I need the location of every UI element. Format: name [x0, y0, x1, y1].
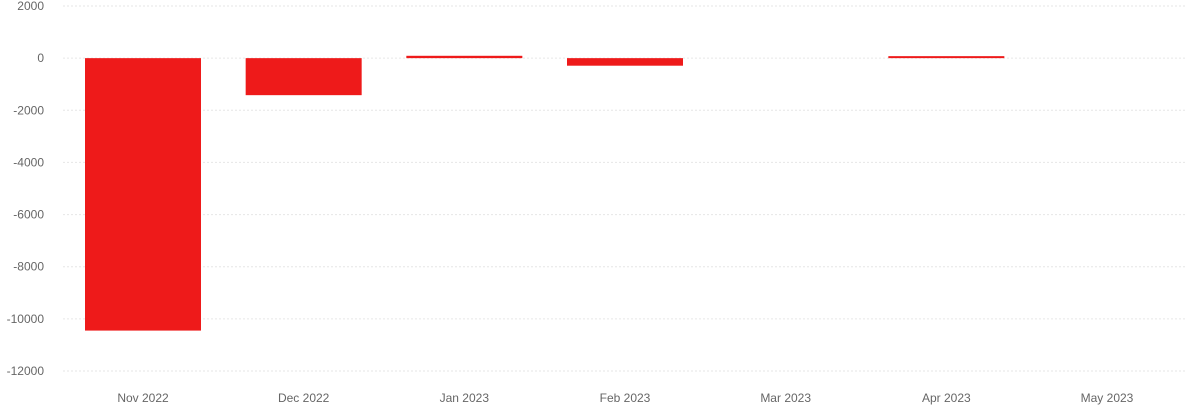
x-tick-label: Mar 2023 [760, 391, 811, 405]
y-axis-ticks: 2000 0 -2000 -4000 -6000 -8000 -10000 -12000 [7, 0, 45, 378]
x-tick-label: Apr 2023 [922, 391, 971, 405]
bar-feb-2023[interactable] [567, 58, 683, 66]
y-tick-label: -10000 [7, 312, 45, 326]
y-tick-label: 2000 [17, 0, 44, 13]
y-tick-label: -12000 [7, 364, 45, 378]
y-tick-label: 0 [37, 51, 44, 65]
y-tick-label: -6000 [13, 208, 44, 222]
bar-nov-2022[interactable] [85, 58, 201, 331]
x-tick-label: Dec 2022 [278, 391, 330, 405]
x-tick-label: Feb 2023 [600, 391, 651, 405]
bar-jan-2023[interactable] [406, 55, 523, 59]
bar-dec-2022[interactable] [245, 58, 362, 96]
y-tick-label: -2000 [13, 103, 44, 117]
x-axis-ticks: Nov 2022 Dec 2022 Jan 2023 Feb 2023 Mar 2023… [117, 391, 1133, 405]
bar-apr-2023[interactable] [888, 56, 1005, 59]
y-tick-label: -4000 [13, 155, 44, 169]
x-tick-label: Jan 2023 [440, 391, 490, 405]
bars [85, 55, 1005, 331]
y-tick-label: -8000 [13, 260, 44, 274]
x-tick-label: May 2023 [1081, 391, 1134, 405]
x-tick-label: Nov 2022 [117, 391, 169, 405]
